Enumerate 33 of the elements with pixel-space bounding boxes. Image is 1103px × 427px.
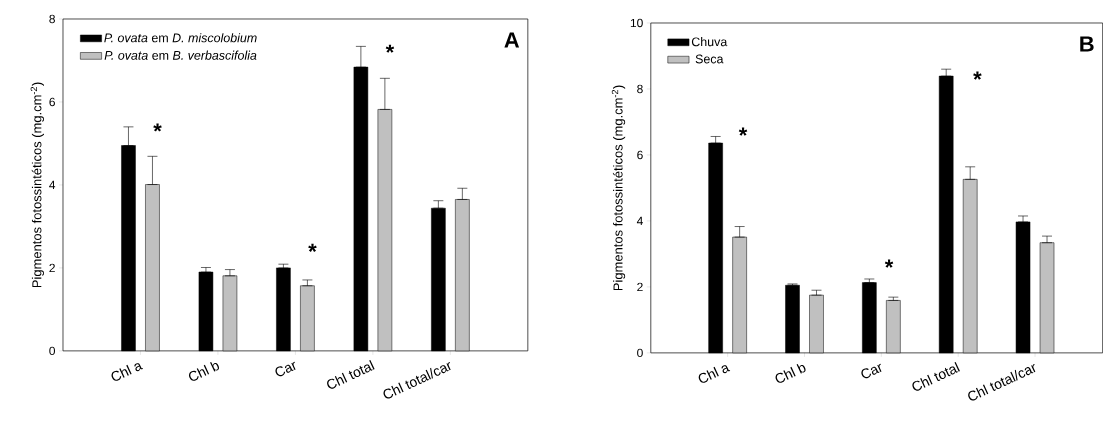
y-axis-title: Pigmentos fotossintéticos (mg.cm$^{-2}$) [611,85,626,291]
x-tick-label: Car [275,361,296,377]
y-tick-label: 4 [49,180,56,190]
y-tick-label: 8 [49,14,55,24]
y-tick-label: 10 [630,18,643,28]
legend-label: P. ovata em D. miscolobium [104,33,257,43]
y-tick-label: 6 [637,150,643,160]
annotation: A [504,32,520,48]
y-tick-label: 2 [637,282,643,292]
y-tick-label: 8 [637,84,643,94]
annotation: B [1080,36,1094,52]
x-tick-label: Car [861,363,882,379]
x-tick-label: Chl a [698,365,731,383]
annotation: * [385,44,395,53]
legend-label: Seca [695,54,724,64]
x-tick-label: Chl a [111,363,143,381]
x-tick-label: Chl total [327,360,375,389]
legend-label: P. ovata em B. verbascifolia [104,50,257,60]
y-tick-label: 4 [636,216,643,226]
x-tick-label: Chl b [775,363,806,383]
annotation: * [973,71,982,80]
x-tick-label: Chl total [912,362,960,391]
annotation: * [308,243,317,252]
annotation: * [738,127,748,136]
y-tick-label: 2 [49,263,55,273]
y-tick-label: 6 [49,97,55,107]
y-tick-label: 0 [637,348,643,358]
annotation: * [884,259,894,268]
y-tick-label: 0 [49,346,56,356]
annotation: * [153,123,162,132]
x-tick-label: Chl b [188,361,220,381]
legend-label: Chuva [691,37,728,47]
y-axis-title: Pigmentos fotossintéticos (mg.cm$^{-2}$) [30,82,44,288]
